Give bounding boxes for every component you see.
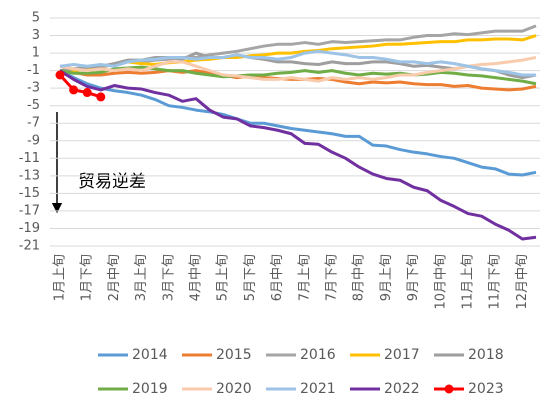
series-line bbox=[60, 34, 537, 73]
legend-label: 2017 bbox=[384, 347, 420, 363]
x-tick-label: 8月中旬 bbox=[352, 254, 367, 301]
x-tick-label: 11月上旬 bbox=[461, 254, 476, 310]
y-tick-label: 1 bbox=[32, 46, 40, 61]
annotation: 贸易逆差 bbox=[78, 172, 146, 192]
point-marker bbox=[82, 88, 92, 98]
legend-marker bbox=[444, 384, 454, 394]
legend-label: 2021 bbox=[300, 381, 336, 397]
y-tick-label: -5 bbox=[27, 98, 40, 113]
y-tick-label: -19 bbox=[19, 221, 40, 236]
x-tick-label: 6月中旬 bbox=[270, 254, 285, 301]
series-line bbox=[59, 69, 537, 177]
series-line bbox=[59, 69, 537, 241]
x-tick-label: 5月上旬 bbox=[216, 254, 231, 301]
y-tick-label: 5 bbox=[32, 11, 40, 26]
legend-label: 2015 bbox=[216, 347, 252, 363]
y-tick-label: -15 bbox=[19, 186, 40, 201]
y-tick-label: -11 bbox=[19, 151, 40, 166]
legend-label: 2016 bbox=[300, 347, 336, 363]
y-tick-label: -9 bbox=[27, 133, 40, 148]
legend-label: 2022 bbox=[384, 381, 420, 397]
point-marker bbox=[55, 70, 65, 80]
point-marker bbox=[96, 92, 106, 102]
point-marker bbox=[69, 85, 79, 95]
y-tick-label: -1 bbox=[27, 63, 40, 78]
legend-label: 2018 bbox=[468, 347, 504, 363]
x-tick-label: 2月中旬 bbox=[107, 254, 122, 301]
x-tick-label: 3月下旬 bbox=[161, 254, 176, 301]
series-line bbox=[59, 55, 537, 83]
x-tick-label: 9月上旬 bbox=[379, 254, 394, 301]
x-tick-label: 1月下旬 bbox=[80, 254, 95, 301]
legend-label: 2014 bbox=[132, 347, 168, 363]
x-tick-label: 7月上旬 bbox=[297, 254, 312, 301]
series-line bbox=[59, 65, 537, 86]
x-tick-label: 11月下旬 bbox=[488, 254, 503, 310]
x-tick-label: 3月上旬 bbox=[134, 254, 149, 301]
x-tick-label: 10月中旬 bbox=[433, 254, 448, 310]
legend-label: 2020 bbox=[216, 381, 252, 397]
y-tick-label: -17 bbox=[19, 203, 40, 218]
y-tick-label: -7 bbox=[27, 116, 40, 131]
y-tick-label: -13 bbox=[19, 168, 40, 183]
legend-label: 2019 bbox=[132, 381, 168, 397]
series-line bbox=[59, 49, 536, 77]
x-tick-label: 9月下旬 bbox=[406, 254, 421, 301]
legend-label: 2023 bbox=[468, 381, 504, 397]
x-tick-label: 12月中旬 bbox=[515, 254, 530, 310]
x-tick-label: 5月下旬 bbox=[243, 254, 258, 301]
y-tick-label: -3 bbox=[27, 81, 40, 96]
x-tick-label: 1月上旬 bbox=[53, 254, 68, 301]
y-tick-label: 3 bbox=[32, 28, 40, 43]
x-tick-label: 4月中旬 bbox=[189, 254, 204, 301]
y-tick-label: -21 bbox=[19, 239, 40, 254]
x-tick-label: 7月下旬 bbox=[325, 254, 340, 301]
series-line bbox=[58, 73, 102, 99]
